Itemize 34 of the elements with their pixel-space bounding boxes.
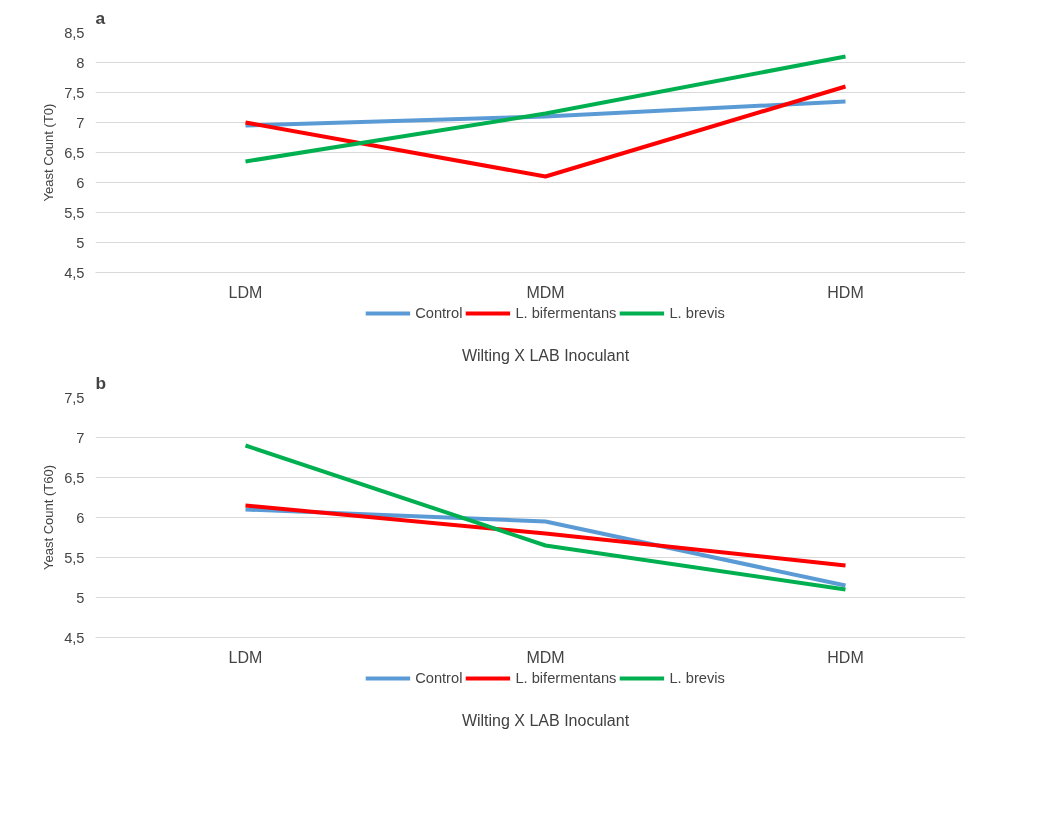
y-tick-label: 6 xyxy=(76,509,85,526)
x-tick-label: MDM xyxy=(526,648,565,666)
y-tick-label: 6,5 xyxy=(64,144,85,161)
chart-title: a xyxy=(95,7,106,28)
chart-title: b xyxy=(95,372,107,393)
y-tick-label: 4,5 xyxy=(64,629,85,646)
x-tick-label: HDM xyxy=(827,648,864,666)
y-tick-label: 6,5 xyxy=(64,469,85,486)
y-tick-label: 7 xyxy=(76,114,85,131)
y-tick-label: 8 xyxy=(76,54,85,71)
legend-label: Control xyxy=(415,305,463,321)
y-tick-label: 4,5 xyxy=(64,264,85,281)
legend-label: Control xyxy=(415,670,463,686)
y-axis-title: Yeast Count (T60) xyxy=(41,464,57,571)
y-tick-label: 8,5 xyxy=(64,24,85,41)
x-axis-title: Wilting X LAB Inoculant xyxy=(461,712,630,730)
x-tick-label: HDM xyxy=(827,283,864,301)
y-tick-label: 7,5 xyxy=(64,84,85,101)
legend-label: L. bifermentans xyxy=(515,305,617,321)
x-tick-label: MDM xyxy=(526,283,565,301)
y-tick-label: 5,5 xyxy=(64,549,85,566)
legend-label: L. brevis xyxy=(669,670,725,686)
x-axis-title: Wilting X LAB Inoculant xyxy=(461,347,630,365)
x-tick-label: LDM xyxy=(228,283,263,301)
y-tick-label: 5 xyxy=(76,589,85,606)
x-tick-label: LDM xyxy=(228,648,263,666)
y-tick-label: 5 xyxy=(76,234,85,251)
legend-label: L. bifermentans xyxy=(515,670,617,686)
y-tick-label: 7 xyxy=(76,429,85,446)
legend-label: L. brevis xyxy=(669,305,725,321)
y-tick-label: 7,5 xyxy=(64,389,85,406)
y-tick-label: 6 xyxy=(76,174,85,191)
y-axis-title: Yeast Count (T0) xyxy=(41,103,57,202)
y-tick-label: 5,5 xyxy=(64,204,85,221)
